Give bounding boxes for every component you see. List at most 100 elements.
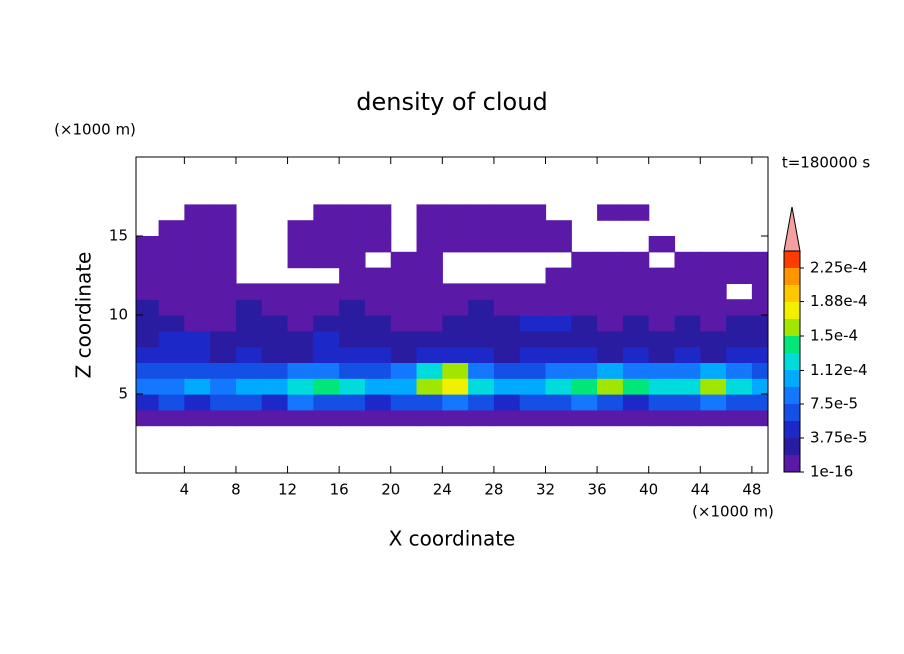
- contour-cell: [493, 378, 521, 395]
- contour-cell: [390, 283, 418, 300]
- contour-cell: [700, 299, 727, 316]
- contour-cell: [339, 267, 366, 284]
- contour-cell: [751, 394, 768, 411]
- contour-cell: [648, 378, 676, 395]
- colorbar-band: [784, 302, 800, 319]
- contour-cell: [210, 315, 237, 332]
- y-tick-label: 15: [109, 227, 128, 245]
- contour-cell: [184, 236, 211, 253]
- contour-cell: [571, 394, 598, 411]
- contour-cell: [210, 251, 237, 269]
- contour-cell: [468, 236, 495, 253]
- contour-cell: [390, 394, 418, 411]
- contour-cell: [210, 204, 237, 221]
- contour-cell: [287, 220, 314, 237]
- contour-cell: [700, 394, 727, 411]
- contour-cell: [622, 204, 650, 221]
- contour-cell: [468, 204, 495, 221]
- contour-cell: [390, 330, 418, 348]
- contour-cell: [261, 283, 289, 300]
- contour-cell: [597, 283, 624, 300]
- contour-cell: [184, 283, 211, 300]
- contour-cell: [313, 378, 340, 395]
- contour-cell: [442, 220, 469, 237]
- contour-cell: [390, 378, 418, 395]
- contour-cell: [390, 409, 418, 427]
- contour-cell: [235, 362, 263, 379]
- contour-cell: [648, 330, 676, 348]
- contour-cell: [235, 378, 263, 395]
- contour-cell: [261, 299, 289, 316]
- contour-cell: [622, 378, 650, 395]
- chart-title: density of cloud: [356, 88, 547, 116]
- contour-cell: [519, 362, 547, 379]
- contour-cell: [519, 236, 547, 253]
- contour-cell: [726, 299, 753, 316]
- contour-cell: [493, 236, 521, 253]
- contour-cell: [390, 299, 418, 316]
- contour-cell: [339, 362, 366, 379]
- contour-cell: [184, 330, 211, 348]
- contour-cell: [416, 251, 443, 269]
- colorbar-band: [784, 404, 800, 421]
- contour-cell: [726, 267, 753, 284]
- contour-cell: [210, 283, 237, 300]
- contour-cell: [493, 204, 521, 221]
- y-tick-label: 10: [109, 306, 128, 324]
- contour-cell: [648, 409, 676, 427]
- contour-cell: [674, 299, 701, 316]
- contour-cell: [136, 283, 160, 300]
- contour-cell: [287, 283, 314, 300]
- contour-cell: [184, 409, 211, 427]
- contour-cell: [674, 378, 701, 395]
- contour-cell: [468, 315, 495, 332]
- contour-cell: [674, 315, 701, 332]
- contour-cell: [416, 362, 443, 379]
- contour-cell: [545, 394, 572, 411]
- contour-cell: [493, 283, 521, 300]
- contour-cell: [235, 394, 263, 411]
- contour-cell: [339, 378, 366, 395]
- x-tick-label: 24: [433, 481, 452, 499]
- contour-cell: [597, 409, 624, 427]
- contour-cell: [493, 362, 521, 379]
- contour-field: [136, 204, 768, 427]
- contour-cell: [674, 330, 701, 348]
- contour-cell: [468, 283, 495, 300]
- contour-cell: [726, 362, 753, 379]
- contour-cell: [158, 315, 185, 332]
- contour-cell: [700, 409, 727, 427]
- contour-cell: [648, 315, 676, 332]
- contour-cell: [158, 283, 185, 300]
- contour-cell: [416, 409, 443, 427]
- contour-cell: [210, 346, 237, 363]
- x-tick-label: 28: [484, 481, 503, 499]
- x-axis-label: X coordinate: [389, 527, 516, 551]
- contour-cell: [726, 315, 753, 332]
- y-tick-label: 5: [118, 385, 128, 403]
- contour-cell: [158, 236, 185, 253]
- colorbar-tick-label: 3.75e-5: [810, 429, 868, 447]
- contour-cell: [158, 267, 185, 284]
- contour-cell: [622, 283, 650, 300]
- contour-cell: [184, 220, 211, 237]
- contour-cell: [622, 409, 650, 427]
- contour-cell: [493, 220, 521, 237]
- contour-cell: [597, 251, 624, 269]
- contour-cell: [648, 362, 676, 379]
- contour-cell: [442, 394, 469, 411]
- contour-cell: [545, 220, 572, 237]
- contour-cell: [364, 283, 392, 300]
- contour-cell: [700, 362, 727, 379]
- contour-cell: [519, 378, 547, 395]
- contour-cell: [674, 251, 701, 269]
- contour-cell: [210, 299, 237, 316]
- contour-cell: [674, 409, 701, 427]
- contour-cell: [519, 394, 547, 411]
- contour-cell: [261, 362, 289, 379]
- contour-cell: [339, 299, 366, 316]
- contour-cell: [726, 378, 753, 395]
- contour-cell: [700, 330, 727, 348]
- contour-cell: [416, 267, 443, 284]
